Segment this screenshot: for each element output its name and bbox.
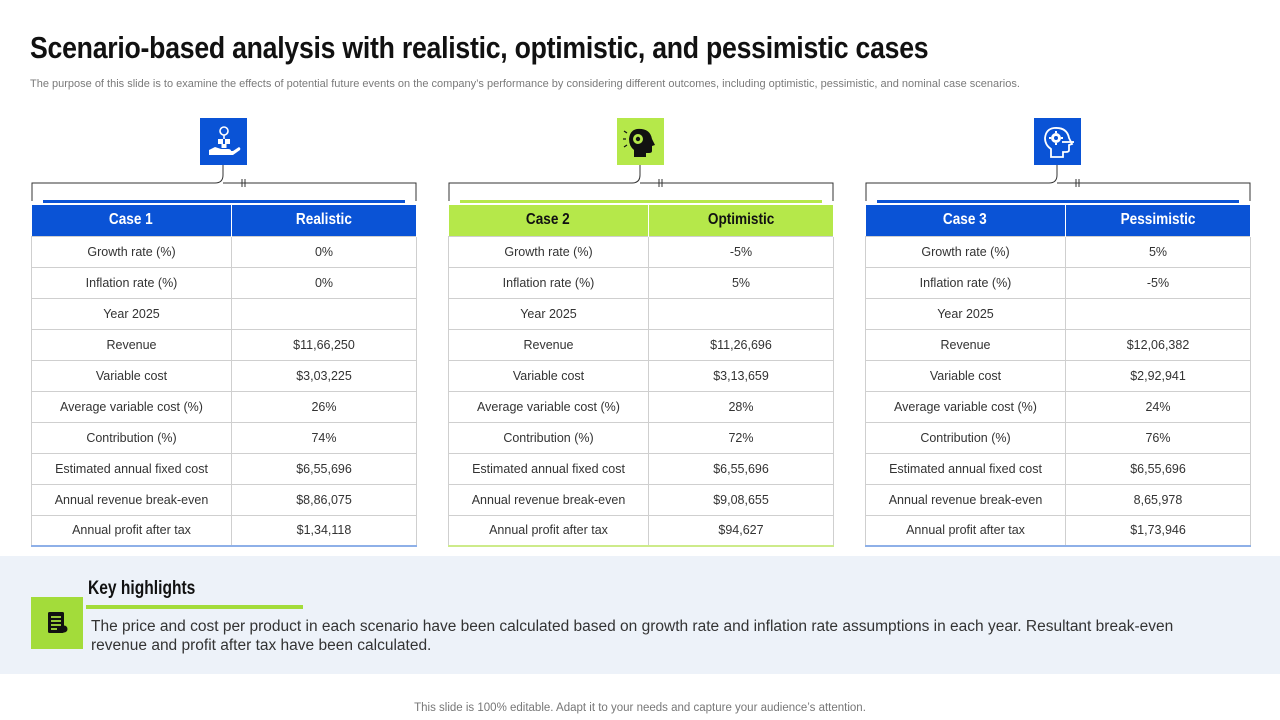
head-idea-icon: [617, 118, 664, 165]
table-row: Variable cost $2,92,941: [865, 359, 1251, 392]
accent-line: [43, 200, 405, 203]
key-highlights-text: The price and cost per product in each s…: [91, 618, 1174, 654]
table-header-case: Case 1: [31, 205, 232, 236]
bracket-connector: [31, 165, 417, 201]
bracket-connector: [865, 165, 1251, 201]
page-subtitle: The purpose of this slide is to examine …: [30, 78, 1020, 90]
table-row: Contribution (%) 72%: [448, 421, 834, 454]
table-row: Year 2025: [865, 297, 1251, 330]
table-row: Revenue $12,06,382: [865, 328, 1251, 361]
table-row: Inflation rate (%) 5%: [448, 266, 834, 299]
table-row: Average variable cost (%) 24%: [865, 390, 1251, 423]
table-row: Variable cost $3,03,225: [31, 359, 417, 392]
table-row: Inflation rate (%) -5%: [865, 266, 1251, 299]
bracket-connector: [448, 165, 834, 201]
table-row: Year 2025: [448, 297, 834, 330]
table-row: Annual profit after tax $1,73,946: [865, 514, 1251, 547]
case-table-2: Case 2 Optimistic Growth rate (%) -5% Inf…: [448, 205, 834, 547]
table-row: Annual profit after tax $94,627: [448, 514, 834, 547]
table-header-case: Case 3: [865, 205, 1066, 236]
table-row: Variable cost $3,13,659: [448, 359, 834, 392]
table-row: Annual revenue break-even $9,08,655: [448, 483, 834, 516]
accent-line: [877, 200, 1239, 203]
table-row: Estimated annual fixed cost $6,55,696: [31, 452, 417, 485]
table-header-type: Pessimistic: [1065, 205, 1251, 236]
case-panel-1: Case 1 Realistic Growth rate (%) 0% Infla…: [31, 118, 417, 550]
table-row: Growth rate (%) 0%: [31, 235, 417, 268]
table-header-type: Optimistic: [648, 205, 834, 236]
table-row: Annual revenue break-even $8,86,075: [31, 483, 417, 516]
head-gear-icon: [1034, 118, 1081, 165]
key-highlights-section: Key highlights The price and cost per pr…: [0, 556, 1280, 674]
table-header-type: Realistic: [231, 205, 417, 236]
hand-money-icon: [200, 118, 247, 165]
document-list-icon: [31, 597, 83, 649]
accent-line: [460, 200, 822, 203]
table-row: Average variable cost (%) 26%: [31, 390, 417, 423]
key-highlights-title: Key highlights: [88, 578, 196, 599]
table-row: Year 2025: [31, 297, 417, 330]
table-row: Estimated annual fixed cost $6,55,696: [448, 452, 834, 485]
case-panel-2: Case 2 Optimistic Growth rate (%) -5% Inf…: [448, 118, 834, 550]
table-row: Average variable cost (%) 28%: [448, 390, 834, 423]
table-row: Annual revenue break-even 8,65,978: [865, 483, 1251, 516]
table-row: Contribution (%) 76%: [865, 421, 1251, 454]
case-panel-3: Case 3 Pessimistic Growth rate (%) 5% Inf…: [865, 118, 1251, 550]
page-title: Scenario-based analysis with realistic, …: [30, 30, 929, 65]
table-row: Revenue $11,66,250: [31, 328, 417, 361]
table-row: Estimated annual fixed cost $6,55,696: [865, 452, 1251, 485]
case-table-1: Case 1 Realistic Growth rate (%) 0% Infla…: [31, 205, 417, 547]
table-row: Growth rate (%) 5%: [865, 235, 1251, 268]
table-header-case: Case 2: [448, 205, 649, 236]
table-row: Inflation rate (%) 0%: [31, 266, 417, 299]
key-highlights-underline: [86, 605, 303, 609]
table-row: Revenue $11,26,696: [448, 328, 834, 361]
table-row: Growth rate (%) -5%: [448, 235, 834, 268]
table-row: Contribution (%) 74%: [31, 421, 417, 454]
table-row: Annual profit after tax $1,34,118: [31, 514, 417, 547]
case-table-3: Case 3 Pessimistic Growth rate (%) 5% Inf…: [865, 205, 1251, 547]
footer-note: This slide is 100% editable. Adapt it to…: [414, 702, 866, 714]
